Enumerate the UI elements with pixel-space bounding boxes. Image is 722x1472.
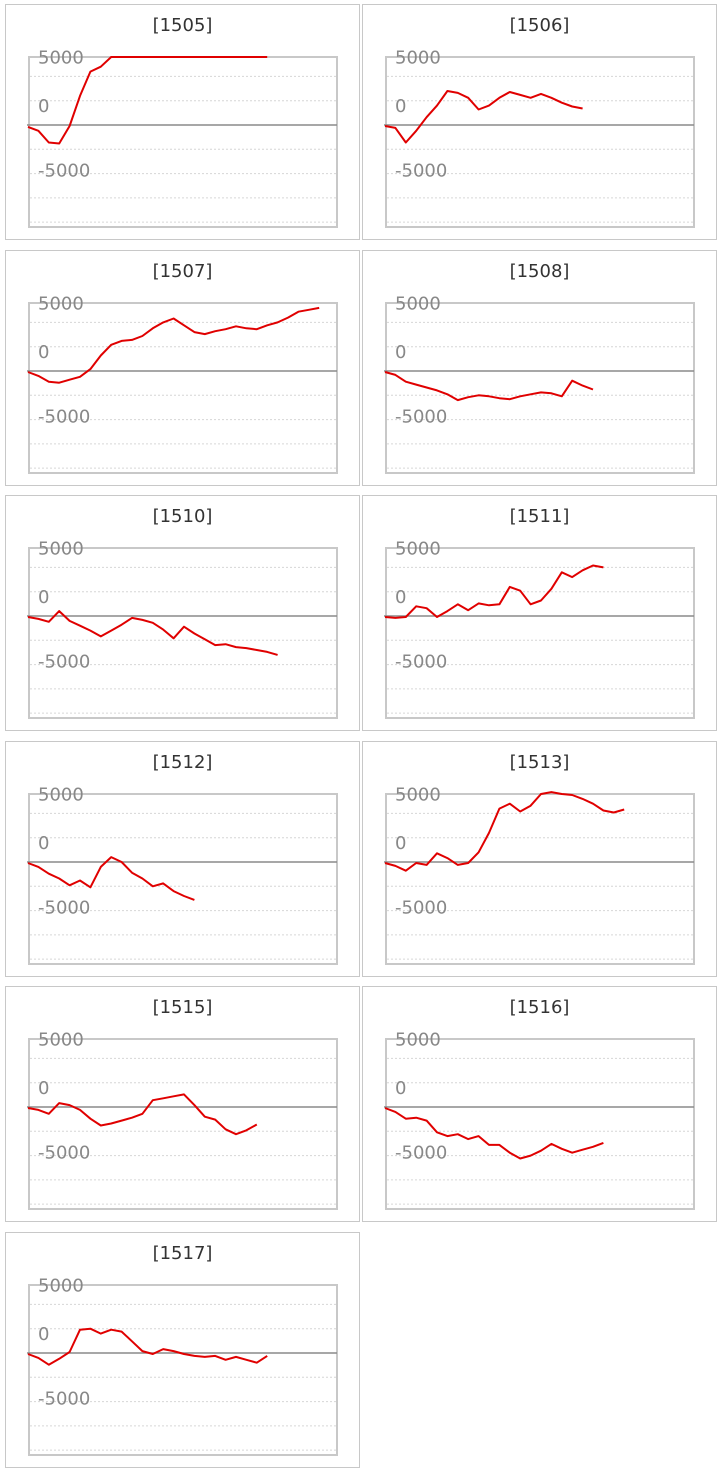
y-tick-label: -5000 xyxy=(395,407,447,428)
plot-area xyxy=(28,1284,338,1456)
series-line xyxy=(27,856,195,901)
y-tick-label: -5000 xyxy=(395,898,447,919)
y-tick-label: -5000 xyxy=(38,1143,90,1164)
chart-panel: [1517] 5000 0 -5000 xyxy=(5,1232,360,1468)
line-chart: 5000 0 -5000 xyxy=(384,538,695,719)
y-tick-label: 5000 xyxy=(395,538,441,559)
y-tick-label: 0 xyxy=(38,833,49,854)
y-tick-label: 5000 xyxy=(395,47,441,68)
chart-title: [1517] xyxy=(152,1243,213,1264)
y-tick-label: -5000 xyxy=(38,161,90,182)
chart-title: [1511] xyxy=(509,506,570,527)
series-line xyxy=(27,56,268,145)
y-tick-label: 0 xyxy=(395,833,406,854)
line-chart: 5000 0 -5000 xyxy=(384,784,695,965)
y-tick-label: 0 xyxy=(38,96,49,117)
y-tick-label: 0 xyxy=(38,1078,49,1099)
series-line xyxy=(384,90,583,144)
series-line xyxy=(384,791,625,872)
chart-title: [1515] xyxy=(152,997,213,1018)
y-tick-label: 5000 xyxy=(38,1275,84,1296)
y-tick-label: -5000 xyxy=(38,898,90,919)
y-tick-label: 5000 xyxy=(395,784,441,805)
y-tick-label: 5000 xyxy=(38,538,84,559)
line-chart: 5000 0 -5000 xyxy=(27,1275,338,1456)
y-tick-label: 0 xyxy=(38,587,49,608)
line-chart: 5000 0 -5000 xyxy=(27,47,338,228)
chart-title: [1505] xyxy=(152,15,213,36)
plot-area xyxy=(385,793,695,965)
line-chart: 5000 0 -5000 xyxy=(27,538,338,719)
chart-title: [1507] xyxy=(152,261,213,282)
plot-area xyxy=(385,302,695,474)
chart-panel: [1513] 5000 0 -5000 xyxy=(362,741,717,977)
y-tick-label: -5000 xyxy=(38,407,90,428)
plot-area xyxy=(28,56,338,228)
chart-title: [1508] xyxy=(509,261,570,282)
chart-panel: [1512] 5000 0 -5000 xyxy=(5,741,360,977)
series-line xyxy=(27,1093,258,1136)
series-line xyxy=(27,306,320,384)
y-tick-label: 0 xyxy=(38,342,49,363)
y-tick-label: 5000 xyxy=(38,293,84,314)
y-tick-label: 5000 xyxy=(395,293,441,314)
y-tick-label: 0 xyxy=(395,342,406,363)
chart-panel: [1507] 5000 0 -5000 xyxy=(5,250,360,486)
chart-title: [1512] xyxy=(152,752,213,773)
series-line xyxy=(27,1327,268,1366)
plot-area xyxy=(385,56,695,228)
chart-title: [1513] xyxy=(509,752,570,773)
y-tick-label: 0 xyxy=(38,1324,49,1345)
y-tick-label: -5000 xyxy=(38,652,90,673)
plot-area xyxy=(385,547,695,719)
y-tick-label: 5000 xyxy=(38,784,84,805)
chart-panel: [1508] 5000 0 -5000 xyxy=(362,250,717,486)
y-tick-label: 5000 xyxy=(38,47,84,68)
y-tick-label: -5000 xyxy=(395,652,447,673)
line-chart: 5000 0 -5000 xyxy=(384,47,695,228)
series-line xyxy=(384,564,604,619)
chart-title: [1510] xyxy=(152,506,213,527)
y-tick-label: 5000 xyxy=(395,1029,441,1050)
chart-panel: [1516] 5000 0 -5000 xyxy=(362,986,717,1222)
plot-area xyxy=(28,302,338,474)
y-tick-label: 5000 xyxy=(38,1029,84,1050)
plot-area xyxy=(28,1038,338,1210)
line-chart: 5000 0 -5000 xyxy=(27,293,338,474)
y-tick-label: 0 xyxy=(395,1078,406,1099)
chart-panel: [1505] 5000 0 -5000 xyxy=(5,4,360,240)
y-tick-label: -5000 xyxy=(395,161,447,182)
chart-panel: [1511] 5000 0 -5000 xyxy=(362,495,717,731)
line-chart: 5000 0 -5000 xyxy=(27,1029,338,1210)
line-chart: 5000 0 -5000 xyxy=(384,293,695,474)
chart-panel: [1515] 5000 0 -5000 xyxy=(5,986,360,1222)
y-tick-label: 0 xyxy=(395,96,406,117)
series-line xyxy=(384,371,594,402)
plot-area xyxy=(28,547,338,719)
line-chart: 5000 0 -5000 xyxy=(27,784,338,965)
y-tick-label: 0 xyxy=(395,587,406,608)
line-chart: 5000 0 -5000 xyxy=(384,1029,695,1210)
chart-panel: [1510] 5000 0 -5000 xyxy=(5,495,360,731)
chart-title: [1506] xyxy=(509,15,570,36)
chart-title: [1516] xyxy=(509,997,570,1018)
series-line xyxy=(27,610,278,656)
series-line xyxy=(384,1107,604,1160)
plot-area xyxy=(385,1038,695,1210)
y-tick-label: -5000 xyxy=(395,1143,447,1164)
plot-area xyxy=(28,793,338,965)
y-tick-label: -5000 xyxy=(38,1389,90,1410)
chart-panel: [1506] 5000 0 -5000 xyxy=(362,4,717,240)
